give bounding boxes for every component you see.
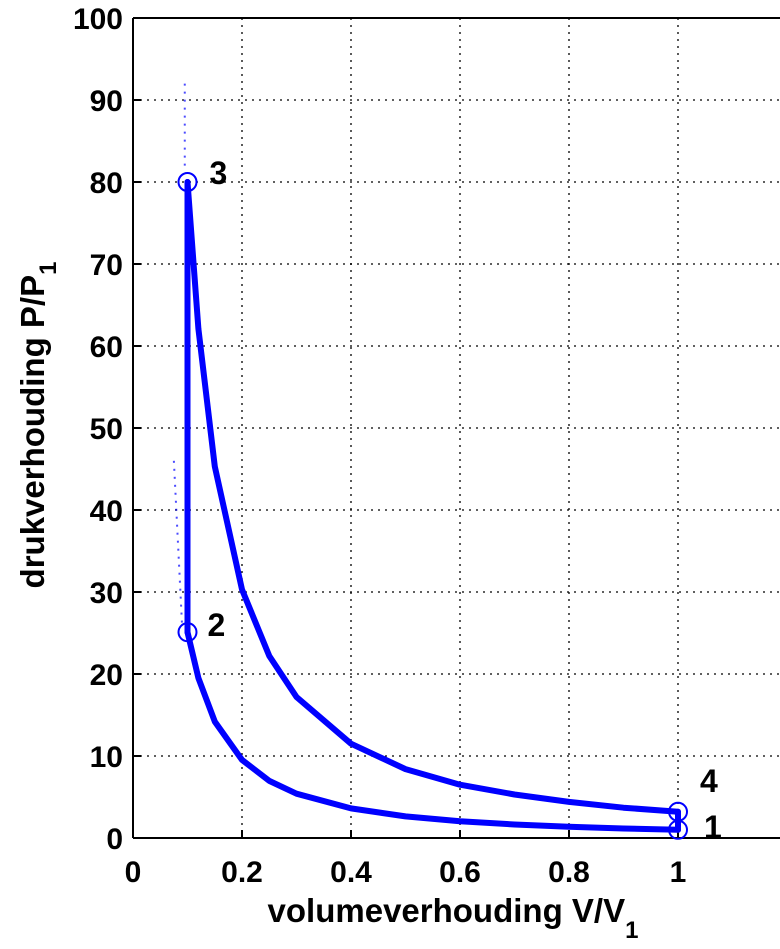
y-tick-label: 30 [90,577,123,610]
y-axis-label: drukverhouding P/P1 [14,262,62,589]
x-tick-label: 0 [125,856,142,889]
state-point-3-marker [177,172,198,192]
y-tick-label: 0 [106,823,123,856]
y-tick-label: 60 [90,331,123,364]
dotted-trace-2 [172,460,184,625]
state-point-3-label: 3 [210,155,228,191]
cycle-line-3 [184,179,681,815]
y-tick-label: 80 [90,167,123,200]
state-point-markers [177,172,688,840]
x-tick-label: 0.6 [439,856,481,889]
y-tick-label: 50 [90,413,123,446]
state-point-2-marker [177,622,198,643]
x-tick-label: 0.4 [330,856,372,889]
y-tick-label: 40 [90,495,123,528]
x-axis-label: volumeverhouding V/V1 [268,892,639,944]
y-tick-label: 90 [90,85,123,118]
y-tick-label: 10 [90,741,123,774]
y-tick-label: 100 [73,3,123,36]
state-point-4-marker [668,801,688,822]
state-point-4-label: 4 [700,763,718,799]
y-tick-label: 20 [90,659,123,692]
state-point-labels: 1 2 3 4 [208,155,722,845]
state-point-1-label: 1 [704,809,722,845]
x-tick-labels: 0 0.2 0.4 0.6 0.8 1 [125,856,687,889]
cycle-lines [172,83,681,833]
x-tick-label: 0.2 [221,856,263,889]
y-tick-labels: 0 10 20 30 40 50 60 70 80 90 100 [73,3,123,856]
cycle-line-1 [184,629,681,833]
x-tick-label: 1 [670,856,687,889]
y-tick-label: 70 [90,249,123,282]
x-tick-label: 0.8 [548,856,590,889]
state-point-2-label: 2 [208,607,226,643]
